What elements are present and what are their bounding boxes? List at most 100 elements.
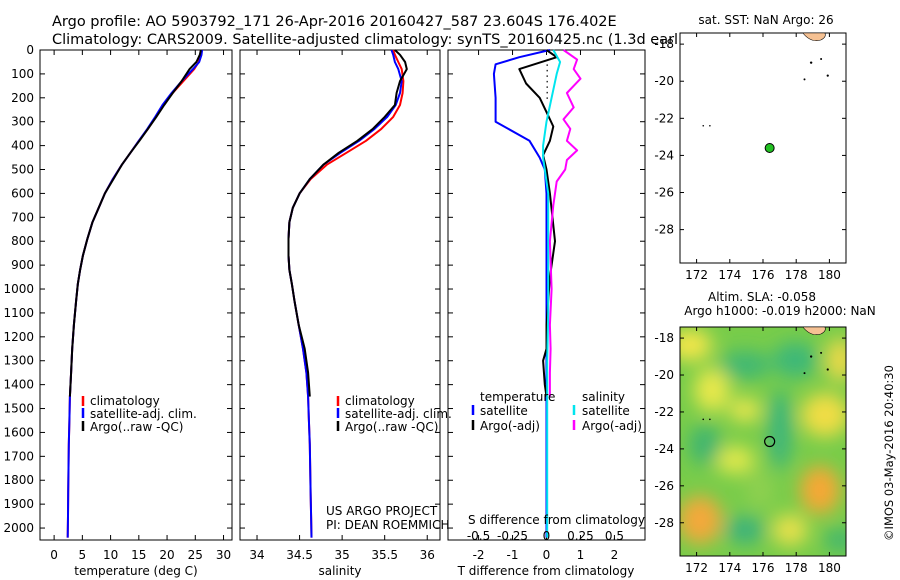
sla-patch	[768, 390, 792, 470]
legend-label: satellite-adj. clim.	[345, 407, 452, 421]
y-tick-label: 1800	[3, 473, 34, 487]
sla-patch	[719, 351, 771, 379]
s-tick-label: 0	[543, 529, 551, 543]
sla-patch	[801, 393, 846, 437]
map-x-tick-label: 174	[718, 561, 741, 575]
float-position-marker	[764, 143, 775, 153]
land-fiji	[802, 326, 826, 335]
map-x-tick-label: 178	[785, 561, 808, 575]
map-x-tick-label: 172	[685, 561, 708, 575]
legend-label: Argo(..raw -QC)	[345, 420, 438, 434]
s-tick-label: 0.5	[605, 529, 624, 543]
sla-patch	[824, 528, 846, 552]
island-dot	[826, 74, 829, 77]
y-tick-label: 1300	[3, 354, 34, 368]
map-y-tick-label: -28	[654, 223, 674, 237]
x-tick-label: 34	[249, 548, 264, 562]
sla-patch	[826, 338, 846, 382]
y-tick-label: 1000	[3, 282, 34, 296]
x-tick-label: 34.5	[286, 548, 313, 562]
y-tick-label: 1200	[3, 330, 34, 344]
map-y-tick-label: -28	[654, 516, 674, 530]
y-tick-label: 500	[11, 163, 34, 177]
y-tick-label: 1900	[3, 497, 34, 511]
legend-label: satellite-adj. clim.	[90, 407, 197, 421]
y-tick-label: 0	[26, 43, 34, 57]
legend-label: Argo(-adj)	[480, 419, 540, 433]
series-line	[542, 49, 562, 538]
difference-plot: -2 -1 0 1 2	[448, 49, 645, 562]
temperature-plot: 0 5 10 15 20 25 300100200300400500600700800900…	[3, 43, 232, 562]
salinity-legend: climatology satellite-adj. clim. Argo(..…	[336, 394, 452, 434]
y-tick-label: 1700	[3, 449, 34, 463]
sla-patch	[746, 470, 774, 510]
x-tick-label: -1	[507, 548, 519, 562]
y-tick-label: 900	[11, 258, 34, 272]
x-tick-label: 35	[334, 548, 349, 562]
x-tick-label: 0	[50, 548, 58, 562]
salinity-plot: 34 34.5 35 35.5 36	[240, 49, 440, 562]
sla-patch	[800, 466, 840, 514]
s-difference-ticks: -0.5 -0.25 0 0.25 0.5	[467, 529, 624, 543]
y-tick-label: 1100	[3, 306, 34, 320]
x-tick-label: 2	[611, 548, 619, 562]
s-tick-label: -0.5	[467, 529, 490, 543]
island-dot	[803, 372, 806, 375]
y-tick-label: 200	[11, 91, 34, 105]
sla-patch	[715, 446, 755, 474]
map-x-tick-label: 180	[818, 268, 841, 282]
island-dot	[803, 78, 806, 81]
legend-label: Argo(-adj)	[582, 419, 642, 433]
y-tick-label: 1400	[3, 378, 34, 392]
sla-patch	[725, 516, 765, 544]
legend-title-salinity: salinity	[582, 390, 625, 404]
sla-patch	[689, 425, 721, 465]
sla-patch	[729, 398, 761, 422]
series-line	[68, 49, 202, 397]
y-tick-label: 700	[11, 210, 34, 224]
y-tick-label: 400	[11, 139, 34, 153]
header-line-2: Climatology: CARS2009. Satellite-adjuste…	[52, 32, 703, 48]
map-x-tick-label: 176	[752, 561, 775, 575]
sla-field	[680, 327, 846, 556]
legend-title-temperature: temperature	[480, 390, 555, 404]
project-credit: US ARGO PROJECT	[326, 504, 438, 518]
sla-patch	[694, 368, 730, 412]
sla-patch	[680, 329, 712, 361]
island-dot	[709, 418, 711, 421]
island-dot	[809, 355, 813, 358]
x-tick-label: 30	[216, 548, 231, 562]
s-tick-label: 0.25	[567, 529, 594, 543]
header-line-1: Argo profile: AO 5903792_171 26-Apr-2016…	[52, 14, 617, 30]
island-dot	[702, 418, 705, 421]
map-y-tick-label: -24	[654, 148, 674, 162]
y-tick-label: 1600	[3, 425, 34, 439]
map-x-tick-label: 172	[685, 268, 708, 282]
y-tick-label: 1500	[3, 402, 34, 416]
island-dot	[826, 368, 829, 371]
s-difference-label: S difference from climatology	[468, 513, 645, 527]
land-fiji	[802, 32, 826, 41]
salinity-axis-label: salinity	[318, 564, 361, 578]
x-tick-label: 25	[188, 548, 203, 562]
y-tick-label: 300	[11, 115, 34, 129]
temperature-legend: climatology satellite-adj. clim. Argo(..…	[81, 394, 197, 434]
x-tick-label: 5	[79, 548, 87, 562]
legend-label: Argo(..raw -QC)	[90, 420, 183, 434]
map-y-tick-label: -24	[654, 442, 674, 456]
x-tick-label: 35.5	[371, 548, 398, 562]
t-difference-axis-label: T difference from climatology	[457, 564, 635, 578]
map-x-tick-label: 174	[718, 268, 741, 282]
difference-legend: temperature satellite Argo(-adj) salinit…	[471, 390, 642, 433]
sla-patch	[773, 342, 817, 378]
y-tick-label: 600	[11, 186, 34, 200]
sla-map: 172 174 176 178 180 -18 -20 -22 -24 -26 -28	[654, 326, 846, 575]
map-x-tick-label: 176	[752, 268, 775, 282]
sst-map-frame	[679, 32, 847, 264]
legend-label: satellite	[480, 404, 528, 418]
x-tick-label: -2	[473, 548, 485, 562]
map-y-tick-label: -22	[654, 111, 674, 125]
sla-patch	[772, 514, 808, 546]
island-dot	[820, 351, 823, 354]
